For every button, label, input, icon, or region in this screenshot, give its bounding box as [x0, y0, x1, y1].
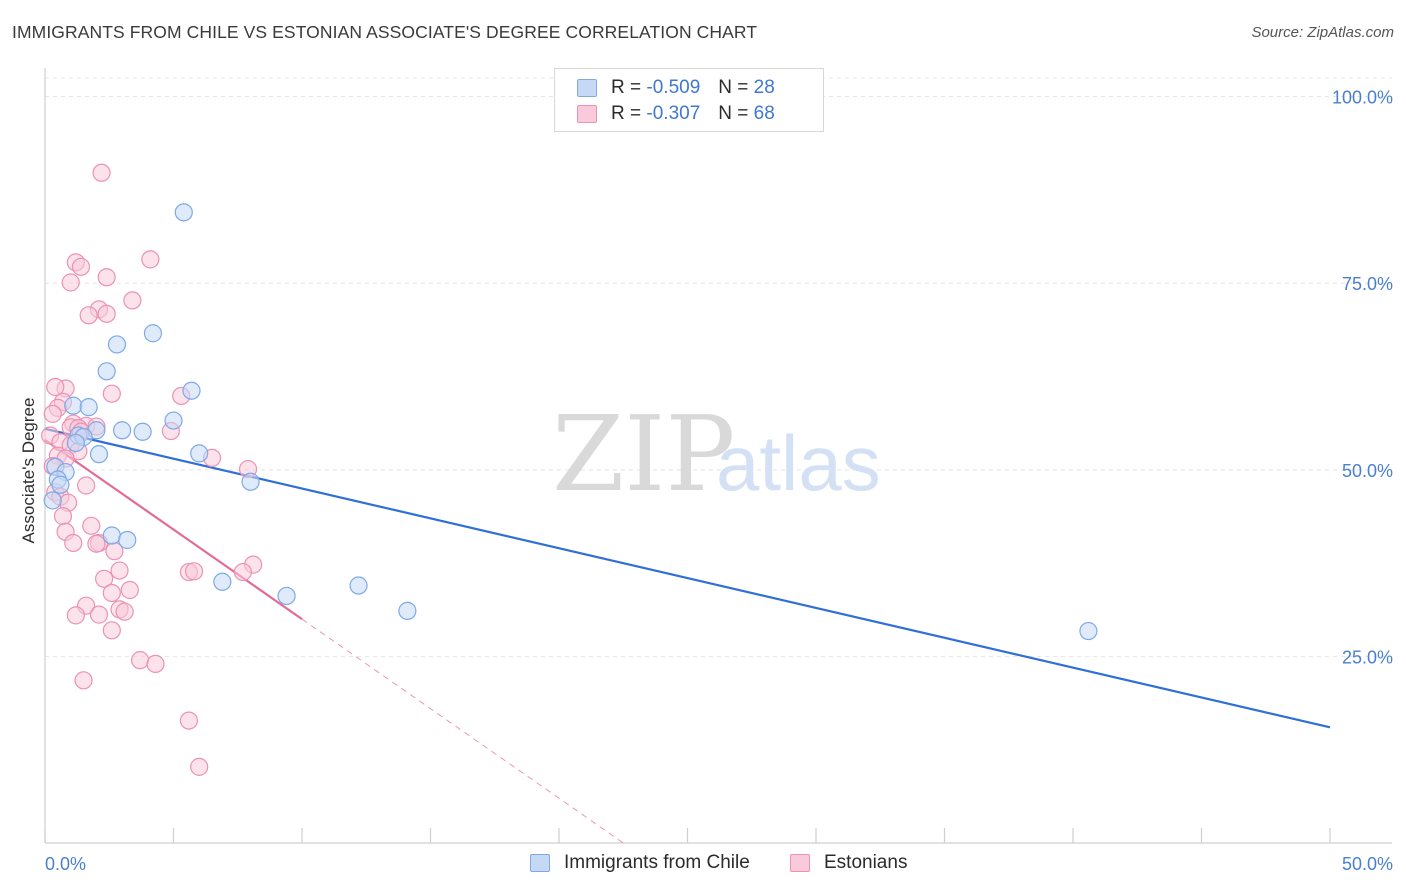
- data-point-chile: [107, 335, 127, 354]
- data-point-estonians: [102, 384, 121, 403]
- data-point-chile: [118, 530, 137, 550]
- data-point-chile: [102, 526, 121, 545]
- legend-swatch-blue: [530, 854, 550, 872]
- legend-n-label: N =: [718, 77, 749, 98]
- chart-title: IMMIGRANTS FROM CHILE VS ESTONIAN ASSOCI…: [12, 22, 758, 42]
- data-point-estonians: [115, 602, 134, 621]
- data-point-estonians: [120, 580, 139, 600]
- legend-r-value: -0.307: [646, 103, 701, 124]
- legend-row-estonians: R = -0.307 N = 68: [577, 102, 775, 126]
- y-tick-label: 50.0%: [1342, 461, 1393, 481]
- labels-layer: 25.0% 50.0% 75.0% 100.0% 0.0% 50.0% Associate'…: [19, 88, 1393, 874]
- data-point-chile: [66, 433, 85, 453]
- legend-r-label: R =: [611, 77, 642, 98]
- legend-swatch-blue: [577, 79, 597, 97]
- watermark: ZIP atlas: [552, 393, 881, 515]
- data-point-estonians: [146, 654, 165, 673]
- trend-line: [44, 427, 1331, 729]
- data-point-chile: [89, 445, 109, 464]
- data-point-estonians: [190, 757, 209, 776]
- data-point-estonians: [79, 306, 98, 325]
- correlation-legend: R = -0.509 N = 28 R = -0.307 N = 68: [554, 68, 824, 132]
- data-point-estonians: [102, 583, 121, 603]
- data-point-chile: [43, 491, 62, 510]
- watermark-zip: ZIP: [552, 393, 735, 515]
- data-point-chile: [190, 444, 209, 463]
- trend-layer: [44, 427, 1331, 844]
- legend-item-chile[interactable]: Immigrants from Chile: [530, 852, 750, 874]
- data-point-estonians: [82, 516, 101, 535]
- y-tick-label: 25.0%: [1342, 647, 1393, 667]
- data-point-chile: [277, 586, 296, 606]
- data-point-chile: [398, 601, 417, 620]
- x-tick-label: 50.0%: [1342, 854, 1393, 874]
- data-point-estonians: [179, 711, 199, 730]
- x-tick-label: 0.0%: [45, 854, 86, 874]
- legend-r-value: -0.509: [646, 77, 701, 98]
- legend-swatch-pink: [790, 854, 810, 872]
- legend-n-label: N =: [718, 103, 749, 124]
- data-point-estonians: [130, 651, 150, 670]
- y-tick-label: 75.0%: [1342, 274, 1393, 294]
- data-point-chile: [64, 396, 83, 415]
- data-point-estonians: [77, 476, 96, 495]
- data-point-chile: [143, 324, 163, 343]
- legend-label-chile: Immigrants from Chile: [564, 852, 750, 873]
- data-point-estonians: [46, 377, 65, 397]
- data-point-chile: [349, 576, 368, 595]
- data-point-chile: [112, 421, 132, 440]
- data-point-chile: [79, 398, 98, 417]
- data-point-estonians: [64, 533, 83, 553]
- data-point-estonians: [95, 569, 114, 588]
- data-point-estonians: [102, 621, 121, 640]
- data-point-estonians: [43, 404, 62, 423]
- data-point-estonians: [123, 291, 142, 310]
- data-point-chile: [164, 411, 183, 430]
- series-legend: Immigrants from Chile Estonians: [0, 852, 1406, 878]
- data-point-estonians: [87, 534, 106, 553]
- data-point-estonians: [97, 268, 116, 287]
- y-axis-title: Associate's Degree: [19, 398, 38, 544]
- legend-item-estonians[interactable]: Estonians: [790, 852, 907, 874]
- data-point-chile: [133, 422, 152, 441]
- data-point-chile: [182, 381, 201, 400]
- axes-layer: [44, 68, 1392, 844]
- data-point-estonians: [97, 304, 116, 323]
- data-point-estonians: [53, 507, 73, 526]
- legend-n-value: 28: [753, 77, 775, 98]
- data-point-estonians: [141, 250, 160, 269]
- legend-swatch-pink: [577, 105, 597, 123]
- data-point-estonians: [61, 273, 80, 292]
- trend-line: [44, 439, 303, 620]
- data-point-estonians: [92, 163, 111, 182]
- data-point-estonians: [74, 671, 93, 690]
- source-credit: Source: ZipAtlas.com: [1251, 24, 1394, 41]
- data-point-chile: [1079, 621, 1098, 641]
- legend-n-value: 68: [753, 103, 775, 124]
- data-point-chile: [241, 472, 260, 491]
- points-layer: [41, 163, 1098, 776]
- data-point-chile: [97, 362, 116, 381]
- y-tick-label: 100.0%: [1332, 88, 1393, 108]
- data-point-estonians: [110, 561, 129, 580]
- data-point-estonians: [71, 257, 91, 276]
- legend-row-chile: R = -0.509 N = 28: [577, 76, 775, 100]
- data-point-estonians: [89, 605, 109, 624]
- data-point-estonians: [66, 606, 85, 625]
- data-point-estonians: [184, 562, 204, 581]
- watermark-atlas: atlas: [716, 419, 881, 507]
- legend-r-label: R =: [611, 103, 642, 124]
- data-point-chile: [51, 475, 70, 494]
- data-point-estonians: [233, 562, 252, 582]
- legend-label-estonians: Estonians: [824, 852, 908, 873]
- trend-line-extension: [301, 618, 624, 844]
- data-point-chile: [213, 572, 232, 591]
- data-point-chile: [174, 203, 193, 222]
